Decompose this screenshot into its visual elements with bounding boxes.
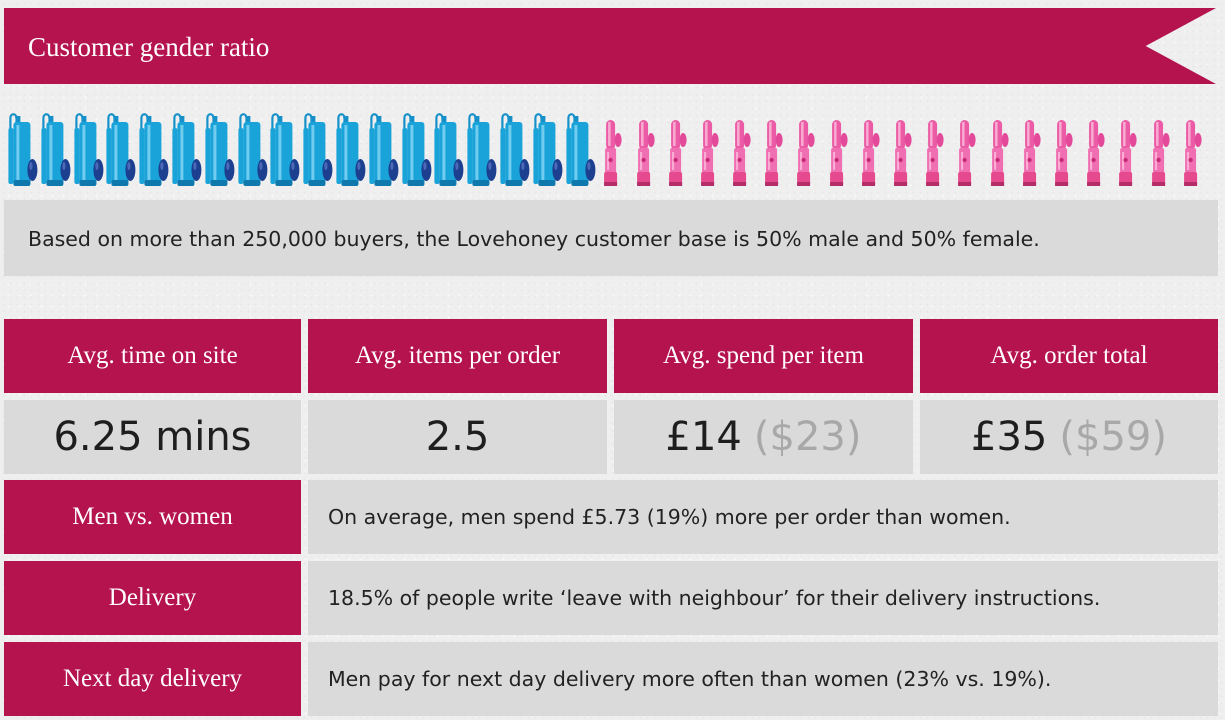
rabbit-vibrator-icon xyxy=(1079,112,1111,190)
penis-pump-icon xyxy=(564,112,597,190)
rabbit-vibrator-icon xyxy=(629,112,661,190)
penis-pump-icon xyxy=(203,112,236,190)
banner-title: Customer gender ratio xyxy=(28,32,270,62)
rabbit-vibrator-icon xyxy=(725,112,757,190)
fact-label-delivery: Delivery xyxy=(4,561,301,635)
stat-value-total-usd: ($59) xyxy=(1059,414,1167,460)
stat-value-spend: £14 ($23) xyxy=(614,400,913,474)
penis-pump-icon xyxy=(531,112,564,190)
stat-label-total: Avg. order total xyxy=(920,319,1218,393)
stat-label-time: Avg. time on site xyxy=(4,319,301,393)
penis-pump-icon xyxy=(465,112,498,190)
penis-pump-icon xyxy=(268,112,301,190)
rabbit-vibrator-icon xyxy=(886,112,918,190)
stat-value-items: 2.5 xyxy=(308,400,607,474)
stat-value-spend-usd: ($23) xyxy=(753,414,862,460)
rabbit-vibrator-icon xyxy=(950,112,982,190)
rabbit-vibrator-icon xyxy=(854,112,886,190)
fact-text-next-day: Men pay for next day delivery more often… xyxy=(308,642,1218,716)
penis-pump-icon xyxy=(72,112,105,190)
rabbit-vibrator-icon xyxy=(661,112,693,190)
summary-text: Based on more than 250,000 buyers, the L… xyxy=(28,227,1040,251)
penis-pump-icon xyxy=(432,112,465,190)
penis-pump-icon xyxy=(137,112,170,190)
fact-text-men-vs-women: On average, men spend £5.73 (19%) more p… xyxy=(308,480,1218,554)
rabbit-vibrator-icon xyxy=(1111,112,1143,190)
penis-pump-icon xyxy=(104,112,137,190)
fact-text-delivery: 18.5% of people write ‘leave with neighb… xyxy=(308,561,1218,635)
rabbit-vibrator-icon xyxy=(1047,112,1079,190)
penis-pump-icon xyxy=(334,112,367,190)
rabbit-vibrator-icon xyxy=(1015,112,1047,190)
penis-pump-icon xyxy=(498,112,531,190)
stat-label-items: Avg. items per order xyxy=(308,319,607,393)
rabbit-vibrator-icon xyxy=(596,112,628,190)
stat-value-spend-gbp: £14 xyxy=(665,414,742,460)
penis-pump-icon xyxy=(301,112,334,190)
stat-value-total: £35 ($59) xyxy=(920,400,1218,474)
rabbit-vibrator-icon xyxy=(789,112,821,190)
penis-pump-icon xyxy=(400,112,433,190)
rabbit-vibrator-icon xyxy=(757,112,789,190)
title-banner: Customer gender ratio xyxy=(4,8,1216,84)
stat-value-time-text: 6.25 mins xyxy=(53,414,252,460)
fact-label-men-vs-women: Men vs. women xyxy=(4,480,301,554)
rabbit-vibrator-icon xyxy=(918,112,950,190)
rabbit-vibrator-icon xyxy=(693,112,725,190)
rabbit-vibrator-icon xyxy=(983,112,1015,190)
stat-value-total-gbp: £35 xyxy=(971,414,1048,460)
penis-pump-icon xyxy=(170,112,203,190)
penis-pump-icon xyxy=(367,112,400,190)
rabbit-vibrator-icon xyxy=(1176,112,1208,190)
summary-panel: Based on more than 250,000 buyers, the L… xyxy=(4,200,1218,276)
gender-icon-row xyxy=(6,112,1218,190)
penis-pump-icon xyxy=(39,112,72,190)
penis-pump-icon xyxy=(6,112,39,190)
penis-pump-icon xyxy=(236,112,269,190)
stat-label-spend: Avg. spend per item xyxy=(614,319,913,393)
stat-value-time: 6.25 mins xyxy=(4,400,301,474)
fact-label-next-day: Next day delivery xyxy=(4,642,301,716)
stat-value-items-text: 2.5 xyxy=(425,414,490,460)
rabbit-vibrator-icon xyxy=(822,112,854,190)
rabbit-vibrator-icon xyxy=(1144,112,1176,190)
